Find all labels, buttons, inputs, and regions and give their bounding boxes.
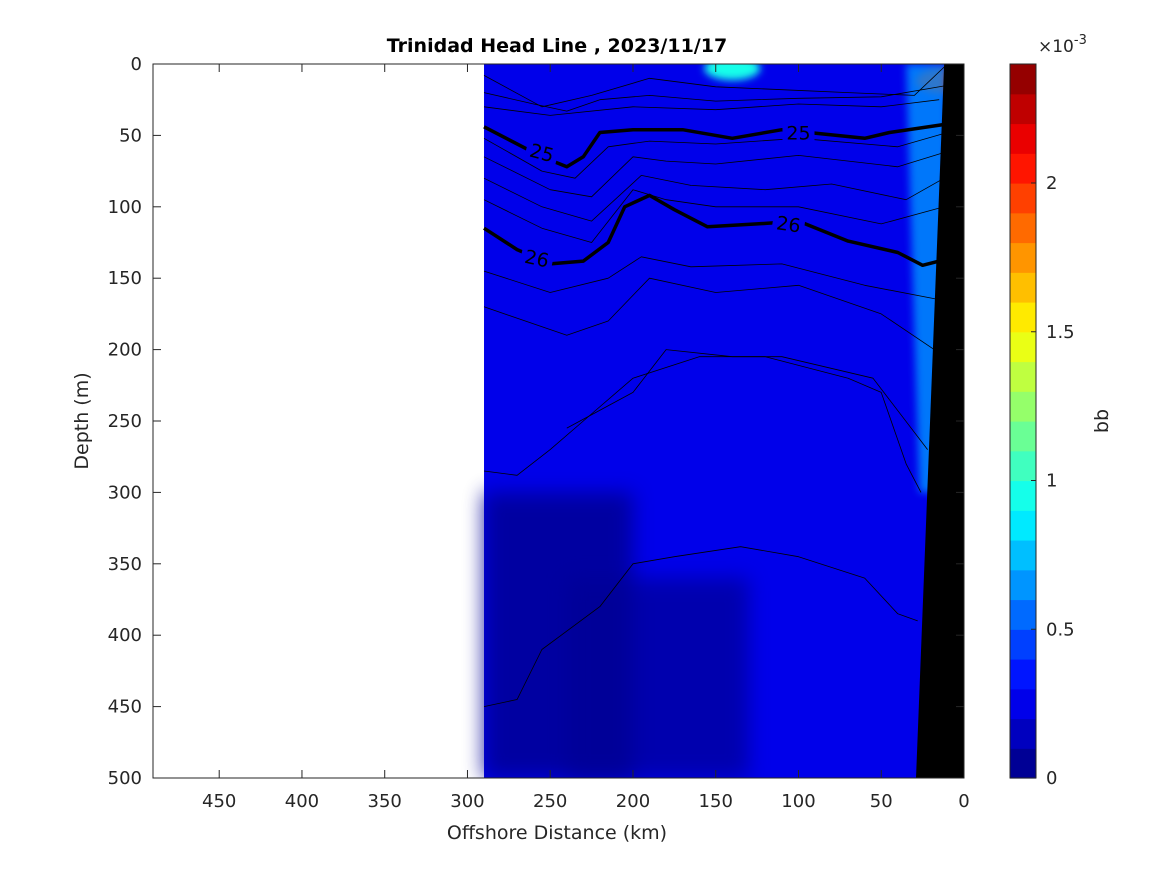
colorbar-segment: [1010, 569, 1036, 601]
x-tick-label: 150: [699, 791, 733, 812]
contour-label-bg: [782, 120, 815, 143]
colorbar-segment: [1010, 153, 1036, 184]
y-tick-label: 50: [119, 125, 142, 146]
colorbar: 0 0.5 1 1.5 2 ×10-3 bb: [1009, 33, 1113, 789]
surface-high-patch: [704, 64, 761, 81]
colorbar-segment: [1010, 748, 1036, 779]
contour-line: [483, 85, 948, 112]
colorbar-segment: [1010, 302, 1036, 333]
colorbar-tick-label: 0: [1046, 768, 1057, 789]
x-tick-label: 400: [285, 791, 319, 812]
colorbar-segment: [1010, 450, 1036, 482]
contour-line: [483, 132, 948, 179]
y-tick-label: 450: [108, 697, 142, 718]
colorbar-tick-label: 1.5: [1046, 322, 1075, 343]
colorbar-segment: [1010, 361, 1036, 392]
colorbar-label: bb: [1091, 409, 1113, 433]
colorbar-segment: [1010, 510, 1036, 541]
colorbar-exponent-power: -3: [1074, 33, 1087, 48]
colorbar-tick-label: 0.5: [1046, 619, 1075, 640]
colorbar-segment: [1010, 272, 1036, 303]
y-tick-label: 200: [108, 340, 142, 361]
y-tick-label: 150: [108, 268, 142, 289]
colorbar-segment: [1010, 421, 1036, 452]
x-tick-label: 50: [870, 791, 893, 812]
colorbar-segment: [1010, 331, 1036, 363]
colorbar-segment: [1010, 212, 1036, 244]
x-tick-label: 300: [450, 791, 484, 812]
deep-low-zone: [566, 578, 749, 778]
contour-line: [483, 189, 945, 243]
colorbar-segment: [1010, 123, 1036, 154]
colorbar-ticks: 0 0.5 1 1.5 2: [1031, 173, 1075, 789]
colorbar-segment: [1010, 688, 1036, 720]
y-tick-label: 100: [108, 197, 142, 218]
contour-line-major: [483, 193, 949, 268]
contour-line: [483, 175, 945, 222]
y-tick-label: 300: [108, 482, 142, 503]
y-tick-label: 250: [108, 411, 142, 432]
colorbar-segments: [1010, 64, 1036, 779]
x-axis-ticks: 450 400 350 300 250 200 150 100 50 0: [202, 64, 970, 812]
colorbar-segment: [1010, 599, 1036, 630]
colorbar-segment: [1010, 93, 1036, 125]
y-tick-label: 0: [131, 54, 142, 75]
contour-line: [483, 356, 922, 493]
contour-line-major: [483, 122, 948, 169]
colorbar-segment: [1010, 242, 1036, 273]
colorbar-segment: [1010, 183, 1036, 214]
contour-label-bg: [523, 136, 561, 167]
y-tick-label: 500: [108, 768, 142, 789]
x-tick-label: 450: [202, 791, 236, 812]
contour-label: 26: [775, 212, 802, 237]
chart-title: Trinidad Head Line , 2023/11/17: [387, 35, 727, 57]
x-tick-label: 0: [958, 791, 969, 812]
colorbar-tick-label: 2: [1046, 173, 1057, 194]
contour-line: [483, 546, 918, 707]
bathymetry-shelf: [916, 64, 964, 778]
x-tick-label: 200: [616, 791, 650, 812]
colorbar-segment: [1010, 659, 1036, 690]
y-tick-label: 350: [108, 554, 142, 575]
colorbar-segment: [1010, 718, 1036, 749]
feature-layer: [484, 64, 964, 778]
contour-line: [483, 277, 935, 350]
contour-label-bg: [771, 209, 807, 237]
x-axis-label: Offshore Distance (km): [447, 822, 667, 844]
colorbar-tick-label: 1: [1046, 471, 1057, 492]
contour-label-bg: [519, 243, 556, 272]
x-tick-label: 100: [781, 791, 815, 812]
colorbar-segment: [1010, 629, 1036, 660]
contour-label: 26: [523, 246, 551, 273]
colorbar-segment: [1010, 391, 1036, 422]
colorbar-segment: [1010, 480, 1036, 511]
contour-line: [483, 64, 948, 108]
colorbar-segment: [1010, 64, 1036, 95]
y-axis-ticks: 0 50 100 150 200 250 300 350 400 450 500: [108, 54, 964, 789]
contour-line: [483, 256, 940, 300]
colorbar-frame: [1009, 63, 1037, 779]
x-tick-label: 250: [533, 791, 567, 812]
contour-layer: [483, 64, 949, 707]
x-tick-label: 350: [368, 791, 402, 812]
y-axis-label: Depth (m): [71, 372, 93, 469]
contour-line: [483, 99, 940, 116]
colorbar-exponent: ×10-3: [1038, 33, 1087, 57]
contour-line: [483, 152, 945, 198]
y-tick-label: 400: [108, 625, 142, 646]
colorbar-segment: [1010, 540, 1036, 571]
colorbar-exponent-base: ×10: [1038, 37, 1074, 57]
contour-label: 25: [786, 123, 810, 145]
